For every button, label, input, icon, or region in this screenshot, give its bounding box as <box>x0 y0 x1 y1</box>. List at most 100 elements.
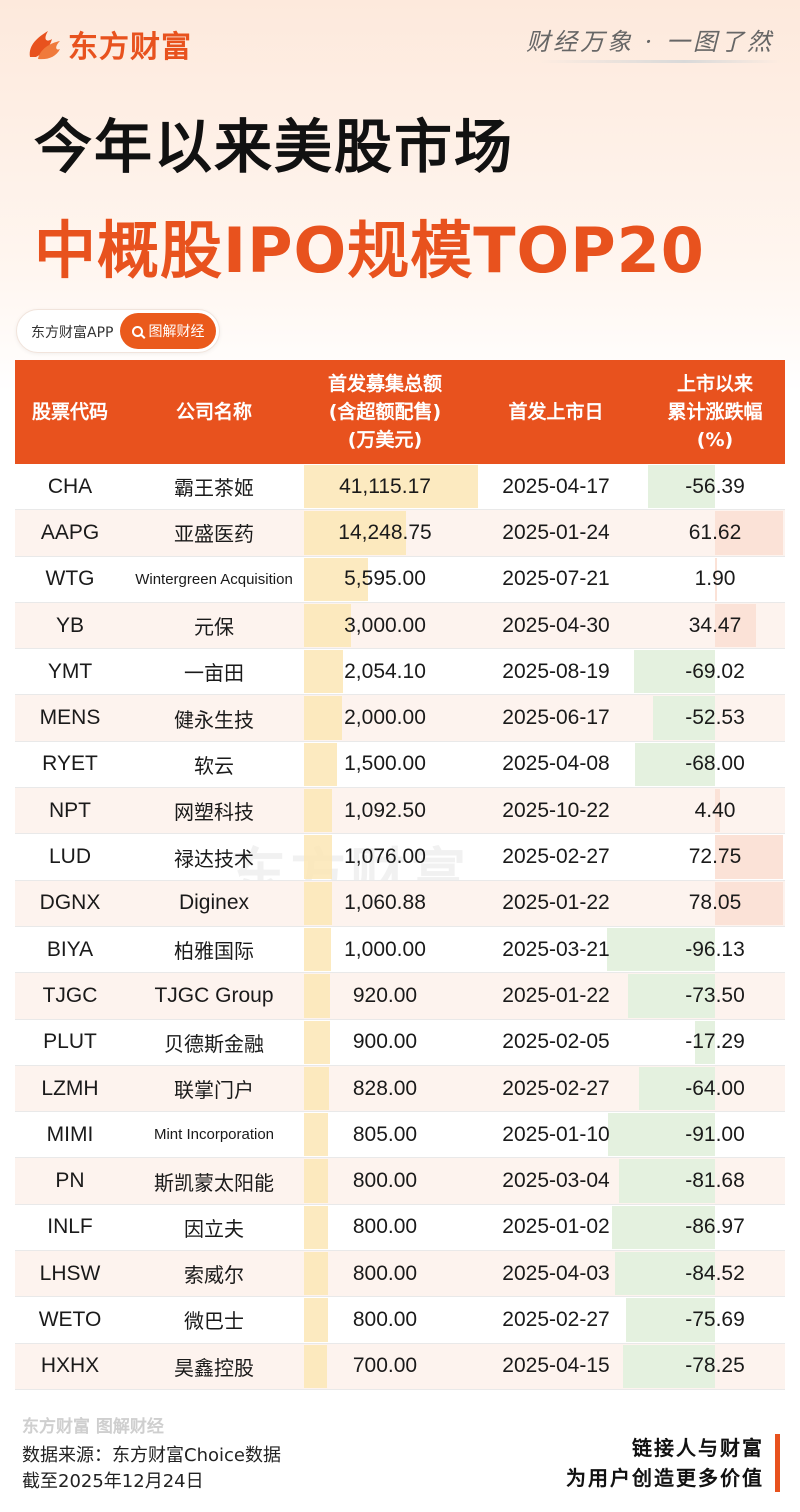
header-change-line3: (%) <box>696 429 734 451</box>
price-change-text: -86.97 <box>685 1215 745 1239</box>
header-date: 首发上市日 <box>508 401 604 423</box>
stock-code-text: WETO <box>38 1307 102 1331</box>
company-name: Mint Incorporation <box>125 1112 303 1157</box>
listing-date: 2025-02-27 <box>467 834 645 879</box>
ipo-amount-text: 1,500.00 <box>344 752 426 776</box>
price-change-text: -91.00 <box>685 1122 745 1146</box>
ipo-amount: 700.00 <box>303 1344 467 1389</box>
ipo-amount-text: 1,092.50 <box>344 798 426 822</box>
stock-code-text: DGNX <box>39 891 101 915</box>
table-row: MENS 健永生技 2,000.00 2025-06-17 -52.53 <box>15 695 785 742</box>
table-row: MIMI Mint Incorporation 805.00 2025-01-10 -9… <box>15 1112 785 1159</box>
price-change: -81.68 <box>645 1158 785 1203</box>
listing-date-text: 2025-01-10 <box>502 1122 610 1146</box>
change-bar <box>715 881 783 925</box>
listing-date: 2025-04-03 <box>467 1251 645 1296</box>
price-change-text: -64.00 <box>685 1076 745 1100</box>
company-name-text: TJGC Group <box>154 983 274 1007</box>
listing-date: 2025-01-22 <box>467 973 645 1018</box>
listing-date: 2025-02-27 <box>467 1297 645 1342</box>
company-name-text: 斯凯蒙太阳能 <box>154 1170 274 1195</box>
company-name-text: 元保 <box>194 615 234 640</box>
stock-code: RYET <box>15 742 125 787</box>
company-name: 索威尔 <box>125 1251 303 1296</box>
price-change: -69.02 <box>645 649 785 694</box>
company-name: 亚盛医药 <box>125 510 303 555</box>
stock-code: CHA <box>15 464 125 509</box>
stock-code: PN <box>15 1158 125 1203</box>
price-change-text: -68.00 <box>685 752 745 776</box>
change-bar <box>715 603 756 648</box>
company-name: 柏雅国际 <box>125 927 303 972</box>
table-row: RYET 软云 1,500.00 2025-04-08 -68.00 <box>15 742 785 789</box>
company-name-text: 联掌门户 <box>174 1078 254 1102</box>
change-bar <box>715 835 783 879</box>
listing-date-text: 2025-02-27 <box>502 1076 610 1100</box>
ipo-amount: 5,595.00 <box>303 557 467 602</box>
amount-bar <box>304 1298 329 1342</box>
ipo-amount: 3,000.00 <box>303 603 467 648</box>
company-name: TJGC Group <box>125 973 303 1018</box>
tujie-button[interactable]: 图解财经 <box>120 313 216 349</box>
stock-code: TJGC <box>15 973 125 1018</box>
price-change: -68.00 <box>645 742 785 787</box>
company-name-text: 柏雅国际 <box>174 939 254 964</box>
company-name-text: 微巴士 <box>184 1309 244 1334</box>
company-name: 网塑科技 <box>125 788 303 833</box>
ipo-amount: 828.00 <box>303 1066 467 1111</box>
company-name-text: 贝德斯金融 <box>164 1031 264 1056</box>
amount-bar <box>304 881 332 925</box>
price-change: 72.75 <box>645 834 785 879</box>
ipo-amount: 800.00 <box>303 1158 467 1203</box>
change-bar <box>715 789 721 833</box>
stock-code-text: NPT <box>49 798 91 822</box>
listing-date-text: 2025-01-22 <box>502 983 610 1007</box>
listing-date: 2025-06-17 <box>467 695 645 740</box>
stock-code-text: CHA <box>47 474 93 498</box>
listing-date-text: 2025-01-02 <box>502 1215 610 1239</box>
price-change-text: -81.68 <box>685 1169 745 1193</box>
ipo-amount-text: 41,115.17 <box>339 474 431 498</box>
search-icon <box>131 325 143 337</box>
table-row: YB 元保 3,000.00 2025-04-30 34.47 <box>15 602 785 650</box>
listing-date-text: 2025-10-22 <box>502 798 610 822</box>
listing-date-text: 2025-01-24 <box>502 520 610 544</box>
stock-code-text: LZMH <box>41 1076 99 1100</box>
change-bar <box>715 557 718 601</box>
company-name-text: 一亩田 <box>184 661 244 686</box>
stock-code: DGNX <box>15 881 125 926</box>
stock-code-text: BIYA <box>46 937 94 961</box>
change-bar <box>639 1066 715 1111</box>
ipo-amount-text: 2,000.00 <box>344 706 426 730</box>
app-chip[interactable]: 东方财富APP 图解财经 <box>16 309 220 353</box>
price-change-text: 78.05 <box>688 891 742 915</box>
listing-date-text: 2025-06-17 <box>502 706 610 730</box>
price-change-text: 61.62 <box>688 520 742 544</box>
company-name: 软云 <box>125 742 303 787</box>
price-change-text: 34.47 <box>688 613 742 637</box>
stock-code-text: YMT <box>47 659 93 683</box>
company-name-text: 昊鑫控股 <box>174 1355 254 1380</box>
table-row: LZMH 联掌门户 828.00 2025-02-27 -64.00 <box>15 1065 785 1113</box>
change-bar <box>653 696 715 740</box>
amount-bar <box>304 696 343 740</box>
listing-date: 2025-04-08 <box>467 742 645 787</box>
ipo-amount-text: 828.00 <box>352 1076 418 1100</box>
ipo-amount: 1,076.00 <box>303 834 467 879</box>
table-row: BIYA 柏雅国际 1,000.00 2025-03-21 -96.13 <box>15 927 785 974</box>
change-bar <box>607 1113 715 1157</box>
listing-date: 2025-08-19 <box>467 649 645 694</box>
listing-date: 2025-02-27 <box>467 1066 645 1111</box>
header-amount-line2: (含超额配售) <box>328 401 442 423</box>
ipo-amount-text: 1,000.00 <box>344 937 426 961</box>
ipo-amount: 14,248.75 <box>303 510 467 555</box>
stock-code: YB <box>15 603 125 648</box>
change-bar <box>634 742 715 787</box>
stock-code-text: PLUT <box>43 1030 97 1054</box>
amount-bar <box>304 974 331 1018</box>
price-change-text: 1.90 <box>694 567 736 591</box>
ipo-amount: 1,000.00 <box>303 927 467 972</box>
stock-code: AAPG <box>15 510 125 555</box>
brand-logo[interactable]: 东方财富 <box>26 22 192 66</box>
company-name: 禄达技术 <box>125 834 303 879</box>
